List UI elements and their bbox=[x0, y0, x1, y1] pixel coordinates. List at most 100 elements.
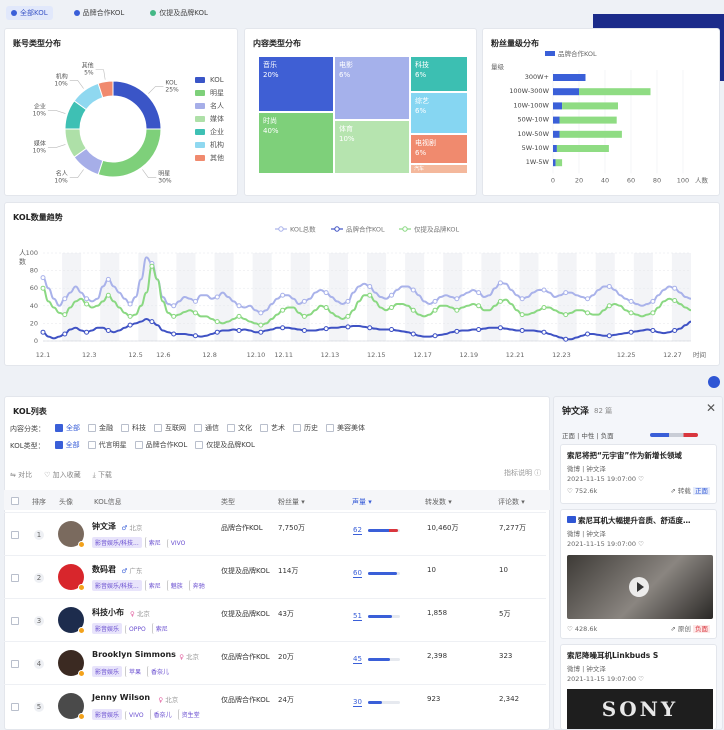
legend-swatch bbox=[195, 115, 205, 122]
kol-name[interactable]: Jenny Wilson bbox=[92, 693, 151, 702]
data-point bbox=[432, 298, 438, 304]
table-row[interactable]: 1 钟文泽 ♂ 北京 影音娱乐/科技... 索尼 VIVO 品牌合作KOL 7,750万 62 1… bbox=[4, 512, 546, 555]
data-point bbox=[432, 333, 438, 339]
filter-label: 仅提及品牌KOL bbox=[206, 441, 255, 449]
data-point bbox=[280, 325, 286, 331]
post-card[interactable]: 索尼将把“元宇宙”作为新增长领域 微博 | 钟文泽 2021-11-15 19:… bbox=[560, 444, 717, 504]
post-image[interactable]: SONY bbox=[567, 689, 713, 729]
filter-option[interactable]: 仅提及品牌KOL bbox=[195, 440, 255, 450]
data-point bbox=[563, 290, 569, 296]
filter-option[interactable]: 美容美体 bbox=[326, 423, 365, 433]
filter-checkbox[interactable] bbox=[55, 424, 63, 432]
treemap-cell[interactable]: 汽车 bbox=[411, 165, 467, 173]
filter-option[interactable]: 品牌合作KOL bbox=[134, 440, 187, 450]
callout-line bbox=[69, 80, 84, 89]
brand-tag: 资生堂 bbox=[177, 709, 203, 720]
callout-label: 企业 bbox=[34, 102, 46, 110]
download-button[interactable]: ⤓ 下载 bbox=[92, 471, 112, 479]
video-thumbnail[interactable] bbox=[567, 555, 713, 619]
filter-checkbox[interactable] bbox=[326, 424, 334, 432]
kol-name[interactable]: 数码君 bbox=[92, 565, 116, 574]
filter-checkbox[interactable] bbox=[260, 424, 268, 432]
filter-option[interactable]: 代言明星 bbox=[87, 440, 127, 450]
treemap-cell[interactable]: 时尚 40% bbox=[259, 113, 333, 173]
filter-checkbox[interactable] bbox=[293, 424, 301, 432]
data-point bbox=[105, 292, 111, 298]
filter-option[interactable]: 艺术 bbox=[260, 423, 285, 433]
kol-name[interactable]: 科技小布 bbox=[92, 608, 124, 617]
legend-marker bbox=[334, 226, 340, 232]
treemap-cell[interactable]: 音乐 20% bbox=[259, 57, 333, 111]
x-tick-label: 12.5 bbox=[128, 351, 142, 359]
row-checkbox[interactable] bbox=[11, 703, 19, 711]
tab-mention-kol[interactable]: 仅提及品牌KOL bbox=[145, 6, 213, 20]
filter-option[interactable]: 互联网 bbox=[154, 423, 186, 433]
col-fans[interactable]: 粉丝量 ▾ bbox=[278, 498, 305, 506]
x-axis-label: 人数 bbox=[695, 175, 709, 184]
metric-note-link[interactable]: 指标说明 ⓘ bbox=[504, 469, 542, 477]
filter-option[interactable]: 历史 bbox=[293, 423, 318, 433]
row-checkbox[interactable] bbox=[11, 660, 19, 668]
tab-brand-coop-kol[interactable]: 品牌合作KOL bbox=[69, 6, 130, 20]
row-checkbox[interactable] bbox=[11, 531, 19, 539]
filter-checkbox[interactable] bbox=[134, 441, 143, 449]
col-volume[interactable]: 声量 ▾ bbox=[352, 498, 372, 506]
filter-option[interactable]: 全部 bbox=[55, 423, 80, 433]
close-icon[interactable]: ✕ bbox=[705, 401, 716, 415]
share-button[interactable]: ⇗ 原创 bbox=[670, 625, 691, 633]
floating-action-icon[interactable] bbox=[708, 376, 720, 388]
kol-fans: 7,750万 bbox=[278, 524, 306, 532]
filter-option[interactable]: 文化 bbox=[227, 423, 252, 433]
tab-all-kol[interactable]: 全部KOL bbox=[6, 6, 53, 20]
filter-option[interactable]: 全部 bbox=[54, 440, 80, 450]
donut-slice bbox=[97, 128, 162, 178]
row-checkbox[interactable] bbox=[11, 574, 19, 582]
treemap-cell[interactable]: 电视剧 6% bbox=[411, 135, 467, 163]
filter-checkbox[interactable] bbox=[88, 424, 96, 432]
treemap-cell[interactable]: 体育 10% bbox=[335, 121, 409, 173]
treemap-cell[interactable]: 电影 6% bbox=[335, 57, 409, 119]
kol-name[interactable]: 钟文泽 bbox=[92, 522, 116, 531]
share-button[interactable]: ⇗ 转载 bbox=[670, 487, 691, 495]
filter-checkbox[interactable] bbox=[194, 424, 202, 432]
legend-label: 仅提及品牌KOL bbox=[414, 225, 460, 234]
filter-checkbox[interactable] bbox=[54, 441, 63, 449]
data-point bbox=[40, 285, 46, 291]
post-card[interactable]: 索尼耳机大幅提升音质、舒适度… 微博 | 钟文泽 2021-11-15 19:0… bbox=[560, 509, 717, 639]
kol-reposts: 10 bbox=[427, 566, 436, 574]
filter-option[interactable]: 科技 bbox=[121, 423, 146, 433]
table-row[interactable]: 3 科技小布 ♀ 北京 影音娱乐 OPPO 索尼 仅提及品牌KOL 43万 51 1,858 5万 bbox=[4, 598, 546, 641]
kol-type: 仅品牌合作KOL bbox=[221, 653, 270, 661]
filter-checkbox[interactable] bbox=[121, 424, 129, 432]
treemap-cell[interactable]: 综艺 6% bbox=[411, 93, 467, 133]
select-all-checkbox[interactable] bbox=[11, 497, 19, 505]
filter-checkbox[interactable] bbox=[195, 441, 204, 449]
table-row[interactable]: 2 数码君 ♂ 广东 影音娱乐/科技... 索尼 魅族 奔驰 仅提及品牌KOL 114万 60 10… bbox=[4, 555, 546, 598]
data-point bbox=[84, 329, 90, 335]
table-row[interactable]: 5 Jenny Wilson ♀ 北京 影音娱乐 VIVO 香奈儿 资生堂 仅品牌合作KOL 2… bbox=[4, 684, 546, 727]
treemap-cell[interactable]: 科技 6% bbox=[411, 57, 467, 91]
post-card[interactable]: 索尼降噪耳机Linkbuds S 微博 | 钟文泽 2021-11-15 19:… bbox=[560, 644, 717, 730]
chart-band bbox=[138, 253, 158, 341]
post-time: 2021-11-15 19:07:00 ♡ bbox=[567, 675, 644, 683]
data-point bbox=[519, 312, 525, 318]
data-point bbox=[280, 307, 286, 313]
data-point bbox=[497, 280, 503, 286]
row-checkbox[interactable] bbox=[11, 617, 19, 625]
data-point bbox=[345, 313, 351, 319]
filter-checkbox[interactable] bbox=[154, 424, 162, 432]
kol-name[interactable]: Brooklyn Simmons bbox=[92, 650, 176, 659]
col-comments[interactable]: 评论数 ▾ bbox=[498, 498, 525, 506]
table-row[interactable]: 4 Brooklyn Simmons ♀ 北京 影音娱乐 苹果 香奈儿 仅品牌合作KOL 20… bbox=[4, 641, 546, 684]
bar bbox=[553, 130, 560, 138]
filter-checkbox[interactable] bbox=[227, 424, 235, 432]
filter-option[interactable]: 金融 bbox=[88, 423, 113, 433]
filter-checkbox[interactable] bbox=[87, 441, 96, 449]
gender-icon: ♂ bbox=[121, 524, 128, 532]
data-point bbox=[345, 324, 351, 330]
col-reposts[interactable]: 转发数 ▾ bbox=[425, 498, 452, 506]
filter-option[interactable]: 通信 bbox=[194, 423, 219, 433]
callout-value: 10% bbox=[33, 110, 47, 117]
add-favorite-button[interactable]: ♡ 加入收藏 bbox=[44, 471, 81, 479]
compare-button[interactable]: ⇋ 对比 bbox=[10, 471, 33, 479]
